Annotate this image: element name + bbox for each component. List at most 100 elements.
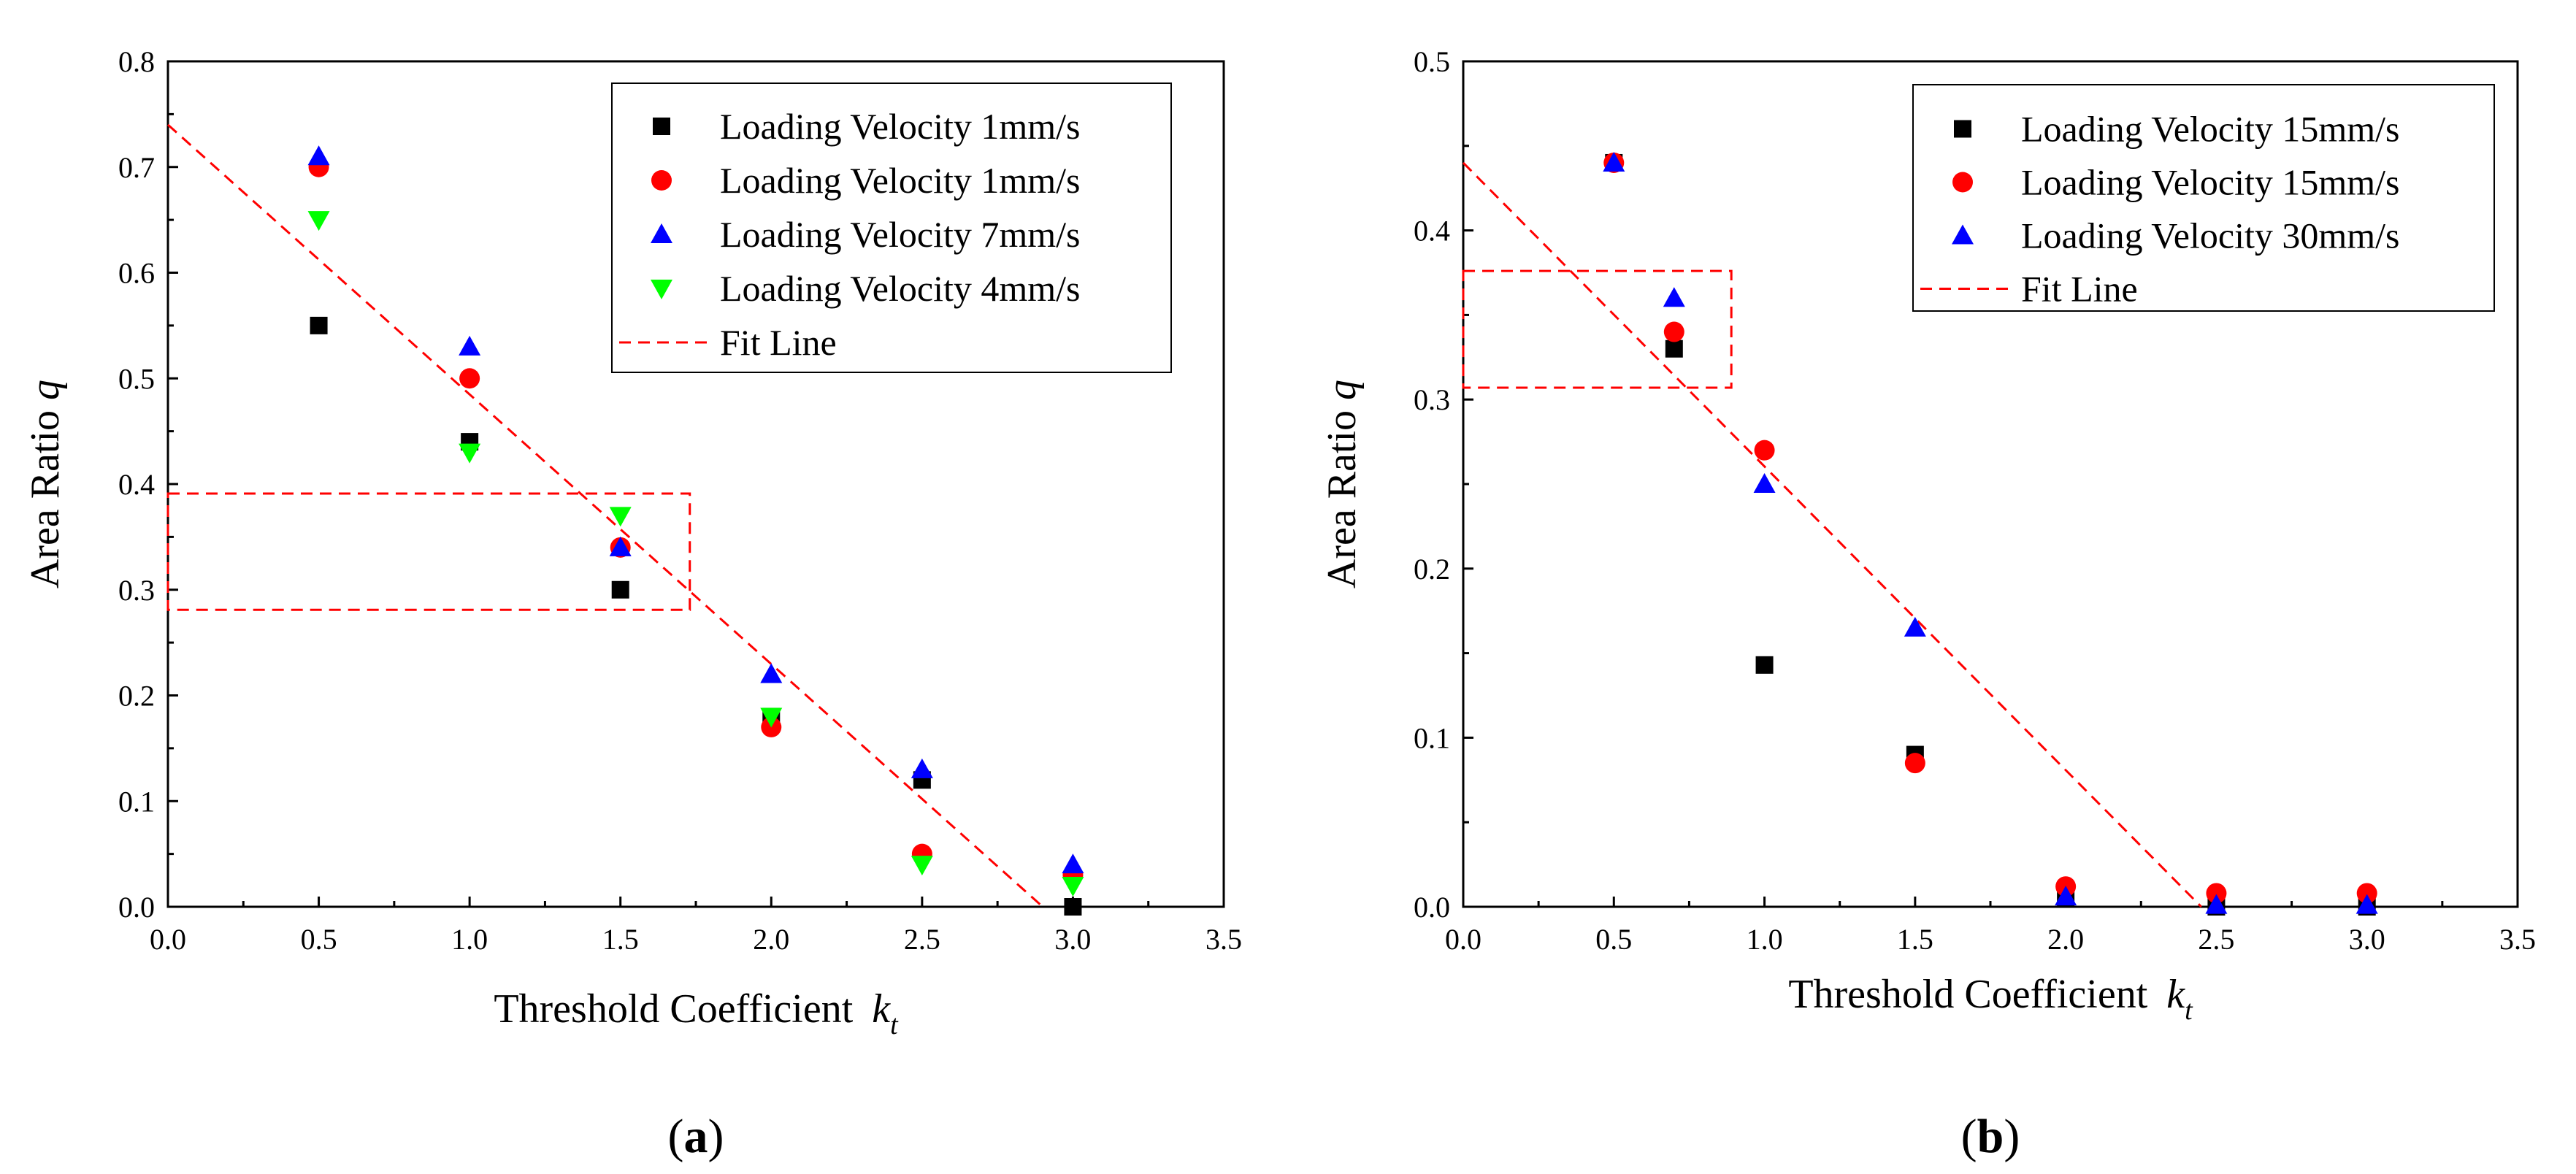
data-point [2055,886,2077,906]
panel-label: (a) [668,1110,724,1163]
x-tick-label: 2.0 [2047,923,2084,956]
y-tick-label: 0.3 [1414,383,1450,416]
legend-label: Loading Velocity 1mm/s [720,106,1080,147]
x-tick-label: 2.5 [2198,923,2234,956]
y-axis-title: Area Ratio q [1319,380,1365,588]
legend-box [1912,84,2495,312]
x-tick-label: 3.5 [2499,923,2536,956]
x-tick-label: 1.0 [451,923,488,956]
y-tick-label: 0.2 [118,680,155,713]
fit-line [167,123,1044,908]
data-point [760,663,783,683]
data-point [609,507,632,527]
y-axis-title: Area Ratio q [23,380,68,588]
data-point [2355,894,2378,914]
legend-marker [651,170,672,191]
y-axis-symbol: q [23,380,68,400]
y-tick-label: 0.3 [118,574,155,607]
x-tick-label: 1.0 [1747,923,1783,956]
data-point [1755,656,1774,674]
legend-marker [1954,120,1971,138]
x-tick-label: 0.0 [1445,923,1481,956]
data-point [2356,883,2377,904]
panel-label-letter: a [684,1110,708,1163]
data-point [307,211,330,231]
y-tick-label: 0.8 [118,45,155,78]
x-tick-label: 3.0 [2349,923,2385,956]
legend-label: Loading Velocity 7mm/s [720,214,1080,255]
data-point [459,443,481,464]
x-axis-subscript: t [2185,995,2193,1026]
x-axis-title: Threshold Coefficient kt [494,986,899,1040]
y-axis-title-text: Area Ratio [23,400,68,588]
x-axis-title-text: Threshold Coefficient [494,986,853,1032]
data-point [459,335,481,356]
data-point [459,368,480,389]
legend-marker [1952,224,1974,245]
legend-label: Loading Velocity 30mm/s [2021,215,2399,256]
x-tick-label: 0.5 [301,923,337,956]
legend-box [611,83,1172,373]
legend-marker [653,118,670,135]
chart-panel-b: 0.0 0.5 1.0 1.5 2.0 2.5 3.0 3.5 0.0 0.1 0.2 0.3 0.4 0… [1319,45,2536,1163]
x-tick-label: 0.0 [150,923,186,956]
legend-label: Fit Line [720,322,837,363]
legend-label: Loading Velocity 4mm/s [720,268,1080,309]
fit-line [1462,161,2202,908]
data-point [1064,898,1082,916]
panel-label-open: ( [668,1110,684,1163]
x-tick-label: 1.5 [602,923,639,956]
y-tick-label: 0.5 [1414,45,1450,78]
y-axis-symbol: q [1319,380,1365,400]
data-point [2205,894,2228,914]
data-point [611,580,629,599]
x-tick-label: 2.5 [904,923,940,956]
data-point [1062,853,1084,874]
x-tick-label: 3.5 [1205,923,1242,956]
data-point [1665,339,1683,358]
panel-label: (b) [1961,1110,2020,1163]
data-point [1753,473,1776,493]
y-tick-label: 0.5 [118,362,155,395]
panel-label-open: ( [1961,1110,1977,1163]
series-3 [307,211,1084,897]
data-point [1663,287,1685,307]
panel-label-letter: b [1977,1110,2004,1163]
x-axis-title: Threshold Coefficient kt [1788,972,2193,1026]
x-axis-symbol: k [872,986,891,1032]
x-axis-symbol: k [2166,972,2185,1017]
y-tick-label: 0.0 [118,891,155,924]
series-0 [310,316,1082,916]
legend-label: Loading Velocity 1mm/s [720,160,1080,201]
panel-label-close: ) [708,1110,724,1163]
y-tick-label: 0.1 [1414,721,1450,754]
data-point [307,145,330,166]
y-axis-title-text: Area Ratio [1319,400,1365,588]
data-point [911,856,933,876]
legend-label: Loading Velocity 15mm/s [2021,162,2399,203]
data-point [310,316,328,334]
y-tick-label: 0.7 [118,151,155,184]
legend-label: Loading Velocity 15mm/s [2021,109,2399,150]
data-point [1904,753,1925,774]
legend-marker [1952,172,1973,193]
y-tick-label: 0.4 [118,468,155,501]
legend-marker [651,223,672,243]
y-tick-label: 0.2 [1414,553,1450,586]
y-tick-label: 0.4 [1414,215,1450,248]
legend-marker [651,280,672,299]
data-point [1663,321,1684,342]
x-axis-title-text: Threshold Coefficient [1788,972,2147,1017]
y-tick-label: 0.1 [118,785,155,818]
y-tick-label: 0.0 [1414,891,1450,924]
x-tick-label: 0.5 [1595,923,1632,956]
chart-panel-a: 0.0 0.5 1.0 1.5 2.0 2.5 3.0 3.5 0.0 0.1 0.2 0.3 0.4 0… [23,45,1242,1163]
data-point [609,536,632,556]
data-point [1754,440,1775,461]
y-tick-label: 0.6 [118,257,155,290]
highlight-box [166,492,691,611]
series-2 [307,145,1084,874]
data-point [760,707,783,728]
data-point [1062,877,1084,897]
